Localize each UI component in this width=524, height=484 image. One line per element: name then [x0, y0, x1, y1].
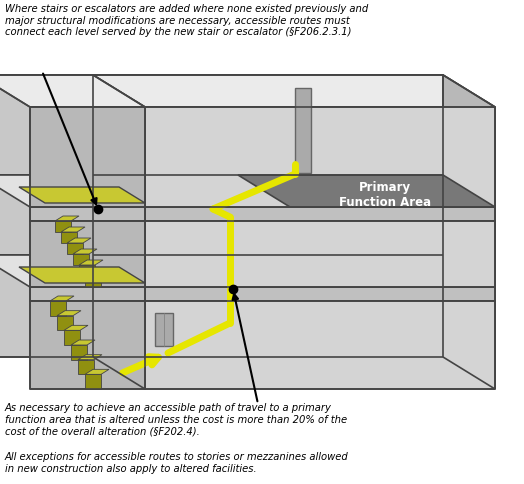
- Polygon shape: [19, 268, 145, 284]
- Polygon shape: [0, 176, 93, 256]
- Polygon shape: [61, 227, 85, 232]
- Polygon shape: [30, 108, 145, 208]
- Polygon shape: [79, 260, 103, 265]
- Text: All exceptions for accessible routes to stories or mezzanines allowed
in new con: All exceptions for accessible routes to …: [5, 451, 349, 472]
- Polygon shape: [93, 76, 495, 108]
- Polygon shape: [145, 208, 495, 222]
- Polygon shape: [78, 355, 102, 360]
- Polygon shape: [85, 375, 101, 389]
- Polygon shape: [155, 313, 173, 346]
- Polygon shape: [64, 326, 88, 331]
- Polygon shape: [238, 176, 495, 208]
- Polygon shape: [30, 302, 145, 389]
- Polygon shape: [145, 287, 495, 302]
- Polygon shape: [61, 232, 77, 243]
- Polygon shape: [93, 176, 443, 256]
- Polygon shape: [50, 302, 66, 316]
- Text: Primary
Function Area: Primary Function Area: [339, 181, 431, 209]
- Polygon shape: [145, 108, 495, 208]
- Polygon shape: [73, 249, 97, 255]
- Polygon shape: [50, 296, 74, 302]
- Polygon shape: [30, 222, 145, 287]
- Polygon shape: [85, 276, 101, 287]
- Polygon shape: [67, 239, 91, 243]
- Polygon shape: [57, 316, 73, 331]
- Polygon shape: [64, 331, 80, 345]
- Polygon shape: [145, 222, 495, 287]
- Polygon shape: [73, 255, 89, 265]
- Polygon shape: [71, 345, 87, 360]
- Polygon shape: [93, 176, 495, 208]
- Polygon shape: [93, 256, 443, 357]
- Polygon shape: [443, 76, 495, 389]
- Polygon shape: [295, 89, 311, 174]
- Text: Where stairs or escalators are added where none existed previously and
major str: Where stairs or escalators are added whe…: [5, 4, 368, 37]
- Polygon shape: [0, 176, 145, 208]
- Polygon shape: [93, 76, 443, 176]
- Polygon shape: [71, 340, 95, 345]
- Polygon shape: [78, 360, 94, 375]
- Polygon shape: [30, 208, 145, 222]
- Polygon shape: [0, 76, 93, 176]
- Polygon shape: [85, 272, 109, 276]
- Polygon shape: [93, 256, 495, 287]
- Polygon shape: [79, 265, 95, 276]
- Polygon shape: [145, 302, 495, 389]
- Polygon shape: [57, 311, 81, 316]
- Polygon shape: [85, 370, 109, 375]
- Polygon shape: [19, 188, 145, 204]
- Polygon shape: [55, 216, 79, 222]
- Polygon shape: [0, 256, 145, 287]
- Polygon shape: [0, 256, 93, 357]
- Polygon shape: [30, 287, 145, 302]
- Polygon shape: [55, 222, 71, 232]
- Polygon shape: [67, 243, 83, 255]
- Polygon shape: [0, 76, 145, 108]
- Text: As necessary to achieve an accessible path of travel to a primary
function area : As necessary to achieve an accessible pa…: [5, 402, 347, 435]
